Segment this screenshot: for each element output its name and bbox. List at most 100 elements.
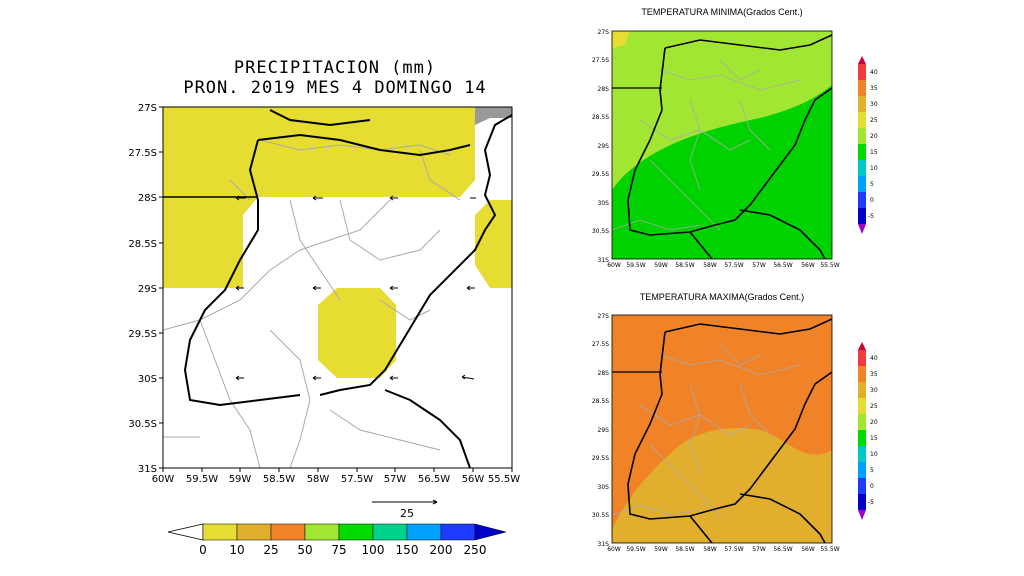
tmin-lon-label: 56.5W [773, 262, 792, 269]
tmin-lon-label: 59.5W [626, 262, 645, 269]
tmin-colorbar-label: 15 [870, 149, 878, 156]
tmax-lon-label: 56.5W [773, 546, 792, 553]
tmax-colorbar-label: 25 [870, 403, 878, 410]
precip-lon-label: 57W [384, 474, 407, 485]
tmin-lon-label: 58.5W [675, 262, 694, 269]
tmin-field [612, 31, 832, 259]
wind-reference: 25 [372, 499, 438, 520]
precip-lon-label: 57.5W [341, 474, 373, 485]
precip-lat-label: 30S [138, 374, 157, 385]
precip-lon-label: 56W [462, 474, 485, 485]
precip-colorbar-label: 250 [464, 543, 487, 557]
tmax-lat-label: 27.5S [592, 341, 609, 348]
precip-lon-label: 60W [152, 474, 175, 485]
precip-colorbar-label: 200 [430, 543, 453, 557]
precip-area-east [475, 200, 512, 288]
tmin-lat-label: 30S [598, 200, 610, 207]
precip-colorbar [167, 523, 507, 541]
tmin-lon-label: 59W [654, 262, 668, 269]
tmin-colorbar-label: 25 [870, 117, 878, 124]
tmax-colorbar-label: 20 [870, 419, 878, 426]
tmax-field [612, 315, 832, 543]
precip-colorbar-label: 100 [362, 543, 385, 557]
tmin-colorbar-label: 40 [870, 69, 878, 76]
precip-title-line2: PRON. 2019 MES 4 DOMINGO 14 [183, 78, 487, 98]
tmax-colorbar-label: -5 [868, 499, 874, 506]
precip-field [163, 107, 512, 468]
tmax-lat-label: 27S [598, 313, 610, 320]
tmax-lat-label: 29S [598, 427, 610, 434]
tmax-lon-label: 58W [703, 546, 717, 553]
tmin-lon-label: 57.5W [724, 262, 743, 269]
tmin-lon-label: 56W [801, 262, 815, 269]
tmax-colorbar-label: 40 [870, 355, 878, 362]
precip-lat-label: 27.5S [128, 148, 157, 159]
tmin-lon-label: 60W [607, 262, 621, 269]
precip-colorbar-label: 150 [396, 543, 419, 557]
tmin-colorbar-label: 30 [870, 101, 878, 108]
tmin-title: TEMPERATURA MINIMA(Grados Cent.) [641, 7, 803, 17]
precip-lat-label: 27S [138, 103, 157, 114]
precip-missing [475, 107, 512, 125]
precip-colorbar-label: 50 [297, 543, 312, 557]
tmin-lon-label: 58W [703, 262, 717, 269]
precip-area-center [318, 288, 396, 378]
tmax-lon-label: 55.5W [820, 546, 839, 553]
precip-colorbar-label: 10 [229, 543, 244, 557]
tmax-lon-label: 59.5W [626, 546, 645, 553]
precip-colorbar-label: 75 [331, 543, 346, 557]
tmin-colorbar-label: 10 [870, 165, 878, 172]
precip-title-line1: PRECIPITACION (mm) [233, 58, 437, 78]
tmin-colorbar-label: 20 [870, 133, 878, 140]
tmax-lat-label: 30.5S [592, 512, 609, 519]
tmax-lat-label: 29.5S [592, 455, 609, 462]
tmin-lat-label: 31S [598, 257, 610, 264]
precip-lon-label: 59W [229, 474, 252, 485]
precip-lat-label: 28S [138, 193, 157, 204]
precip-lon-label: 56.5W [418, 474, 450, 485]
tmin-lat-label: 30.5S [592, 228, 609, 235]
precip-lon-label: 58W [307, 474, 330, 485]
tmin-lon-label: 55.5W [820, 262, 839, 269]
tmax-lat-label: 28S [598, 370, 610, 377]
precip-lon-label: 55.5W [488, 474, 520, 485]
tmin-lat-label: 27.5S [592, 57, 609, 64]
precip-lon-label: 59.5W [186, 474, 218, 485]
tmax-lon-label: 58.5W [675, 546, 694, 553]
tmax-lon-label: 59W [654, 546, 668, 553]
tmin-colorbar-label: 5 [870, 181, 874, 188]
tmin-colorbar [858, 56, 866, 234]
tmax-lon-label: 57.5W [724, 546, 743, 553]
wind-reference-label: 25 [400, 507, 414, 520]
tmax-lat-label: 28.5S [592, 398, 609, 405]
tmin-colorbar-label: 0 [870, 197, 874, 204]
precip-lat-label: 29.5S [128, 329, 157, 340]
precip-lat-label: 29S [138, 284, 157, 295]
tmin-colorbar-label: -5 [868, 213, 874, 220]
precip-colorbar-label: 25 [263, 543, 278, 557]
tmax-colorbar [858, 342, 866, 520]
precip-lat-label: 28.5S [128, 239, 157, 250]
precip-lat-label: 30.5S [128, 419, 157, 430]
tmax-colorbar-label: 10 [870, 451, 878, 458]
tmin-lat-label: 28S [598, 86, 610, 93]
tmax-colorbar-label: 0 [870, 483, 874, 490]
tmax-colorbar-label: 30 [870, 387, 878, 394]
tmax-lon-label: 57W [752, 546, 766, 553]
tmin-colorbar-label: 35 [870, 85, 878, 92]
tmax-lat-label: 30S [598, 484, 610, 491]
tmin-lat-label: 29.5S [592, 171, 609, 178]
tmin-lat-label: 27S [598, 29, 610, 36]
tmin-lat-label: 29S [598, 143, 610, 150]
tmax-title: TEMPERATURA MAXIMA(Grados Cent.) [639, 292, 805, 302]
precip-lon-label: 58.5W [263, 474, 295, 485]
tmin-lat-label: 28.5S [592, 114, 609, 121]
tmax-colorbar-label: 15 [870, 435, 878, 442]
precip-colorbar-label: 0 [199, 543, 207, 557]
tmax-lat-label: 31S [598, 541, 610, 548]
tmax-lon-label: 60W [607, 546, 621, 553]
tmax-colorbar-label: 5 [870, 467, 874, 474]
precip-lat-label: 31S [138, 464, 157, 475]
tmin-warm-area [612, 85, 832, 259]
